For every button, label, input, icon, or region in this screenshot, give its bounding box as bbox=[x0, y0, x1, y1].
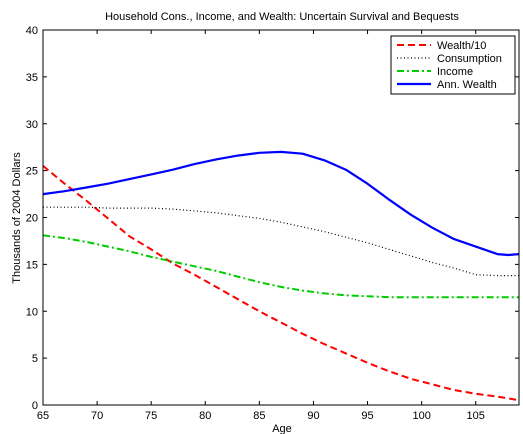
x-tick-label: 85 bbox=[253, 410, 265, 422]
legend-label: Income bbox=[437, 66, 473, 78]
y-axis-title: Thousands of 2004 Dollars bbox=[11, 152, 23, 284]
legend-label: Ann. Wealth bbox=[437, 79, 497, 91]
x-tick-label: 105 bbox=[467, 410, 485, 422]
x-tick-label: 75 bbox=[145, 410, 157, 422]
x-tick-label: 65 bbox=[37, 410, 49, 422]
chart-title: Household Cons., Income, and Wealth: Unc… bbox=[105, 11, 459, 23]
plot-frame bbox=[42, 29, 520, 406]
y-tick-label: 0 bbox=[32, 400, 38, 412]
x-axis-title: Age bbox=[272, 423, 292, 434]
x-tick-label: 80 bbox=[199, 410, 211, 422]
x-tick-label: 100 bbox=[412, 410, 430, 422]
series-line-ann-wealth bbox=[42, 150, 520, 257]
y-tick-label: 10 bbox=[26, 306, 38, 318]
y-tick-label: 40 bbox=[26, 25, 38, 37]
y-tick-label: 5 bbox=[32, 353, 38, 365]
y-tick-label: 20 bbox=[26, 213, 38, 225]
y-tick-label: 15 bbox=[26, 259, 38, 271]
y-tick-label: 25 bbox=[26, 166, 38, 178]
x-tick-label: 95 bbox=[361, 410, 373, 422]
series-layer bbox=[42, 150, 520, 402]
legend-label: Wealth/10 bbox=[437, 40, 486, 52]
legend-label: Consumption bbox=[437, 53, 502, 65]
y-tick-label: 35 bbox=[26, 72, 38, 84]
axis-ticks-layer: 65 70 75 80 85 90 95 100 105 0 5 10 15 20 25 30 35 40 bbox=[26, 25, 519, 422]
x-tick-label: 70 bbox=[91, 410, 103, 422]
series-line-wealth-10 bbox=[42, 165, 520, 402]
y-tick-label: 30 bbox=[26, 119, 38, 131]
series-line-income bbox=[42, 234, 519, 299]
x-tick-label: 90 bbox=[307, 410, 319, 422]
